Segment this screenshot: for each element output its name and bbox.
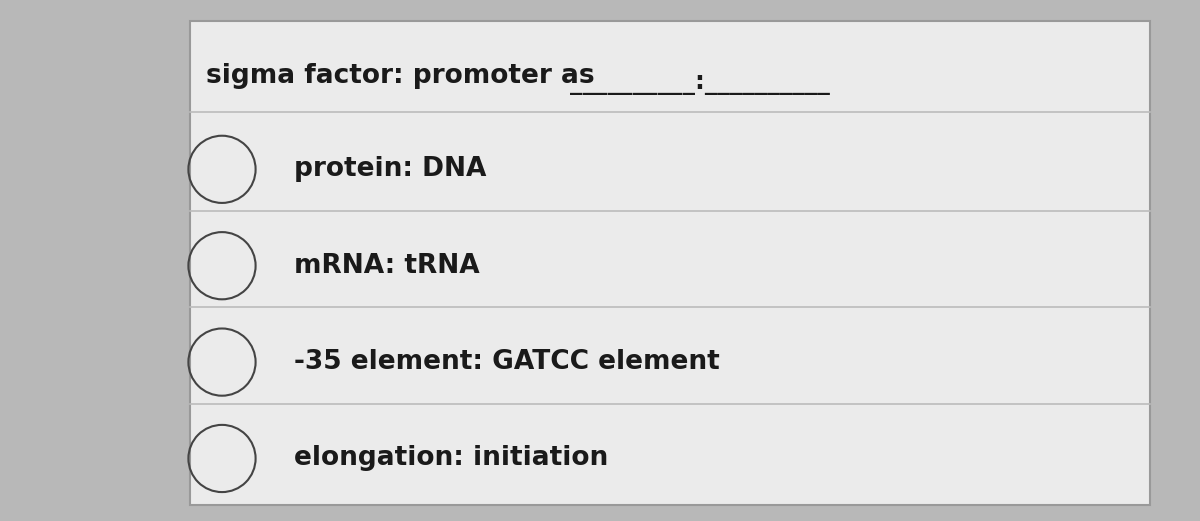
Text: -35 element: GATCC element: -35 element: GATCC element — [294, 349, 720, 375]
Text: protein: DNA: protein: DNA — [294, 156, 486, 182]
FancyBboxPatch shape — [190, 21, 1150, 505]
Text: __________:__________: __________:__________ — [570, 71, 830, 95]
Text: sigma factor: promoter as: sigma factor: promoter as — [206, 63, 604, 89]
Text: elongation: initiation: elongation: initiation — [294, 445, 608, 472]
Text: mRNA: tRNA: mRNA: tRNA — [294, 253, 480, 279]
